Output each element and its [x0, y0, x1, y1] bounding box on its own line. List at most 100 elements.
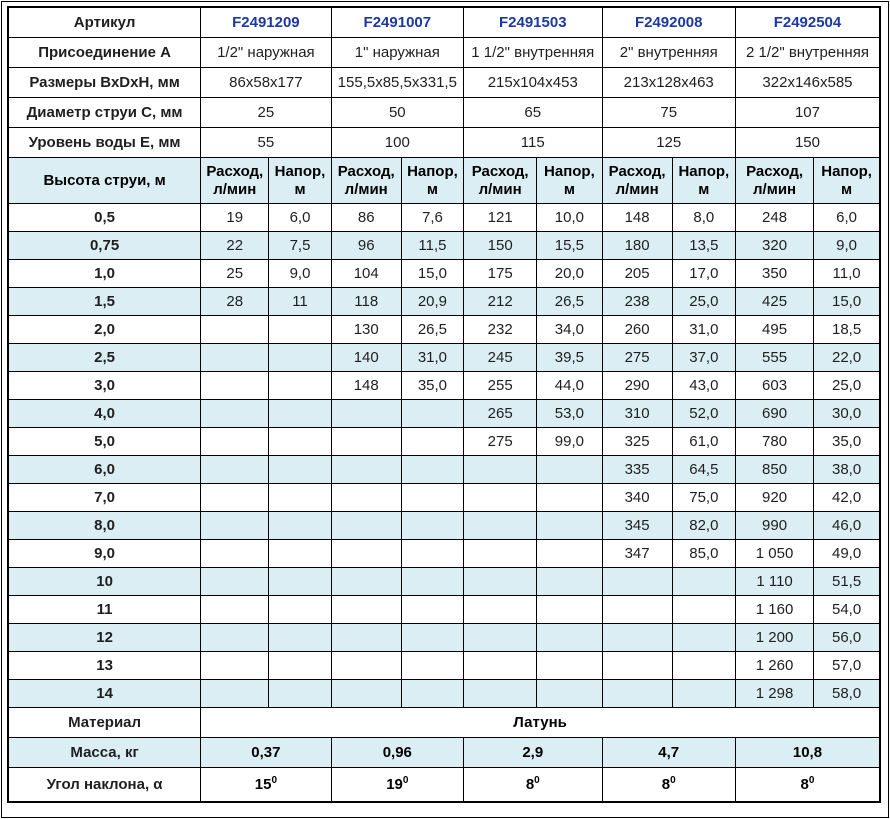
- flow-header: Расход, л/мин: [200, 157, 270, 204]
- flow-header: Расход, л/мин: [330, 157, 402, 204]
- jet-data-cell: 42,0: [813, 483, 881, 512]
- jet-data-cell: [200, 315, 270, 344]
- jet-data-cell: 30,0: [813, 399, 881, 428]
- head-header: Напор, м: [400, 157, 465, 204]
- jet-data-cell: [671, 567, 736, 596]
- jet-data-cell: 11,5: [400, 231, 465, 260]
- jet-data-cell: [200, 399, 270, 428]
- jet-data-cell: 325: [601, 427, 673, 456]
- jet-data-cell: [463, 483, 538, 512]
- jet-data-cell: [268, 539, 332, 568]
- jet-row: 8,0 345 82,0 990 46,0: [7, 511, 881, 540]
- jet-data-cell: [400, 483, 465, 512]
- jet-data-cell: 46,0: [813, 511, 881, 540]
- mass-value: 0,37: [200, 737, 332, 768]
- jet-data-cell: 345: [601, 511, 673, 540]
- jet-data-cell: 425: [734, 287, 815, 316]
- jet-data-cell: 35,0: [400, 371, 465, 400]
- jet-row: 7,0 340 75,0 920 42,0: [7, 483, 881, 512]
- jet-row: 3,0 148 35,0 255 44,0 290 43,0 603 25,0: [7, 371, 881, 400]
- jet-data-cell: 1 160: [734, 595, 815, 624]
- jet-data-cell: [330, 455, 402, 484]
- jet-data-cell: [463, 595, 538, 624]
- jet-data-cell: 205: [601, 259, 673, 288]
- info-value: F2491503: [463, 6, 603, 38]
- angle-number: 8: [525, 776, 535, 793]
- angle-value: 80: [601, 767, 736, 803]
- jet-data-cell: 603: [734, 371, 815, 400]
- jet-height-value: 4,0: [7, 399, 202, 428]
- degree-superscript: 0: [808, 775, 815, 786]
- jet-data-cell: [601, 595, 673, 624]
- info-value: 213х128х463: [601, 67, 736, 98]
- jet-height-value: 11: [7, 595, 202, 624]
- jet-data-cell: 19: [200, 203, 270, 232]
- jet-data-cell: [268, 455, 332, 484]
- jet-data-cell: 61,0: [671, 427, 736, 456]
- jet-data-cell: [200, 679, 270, 708]
- info-value: F2491007: [330, 6, 465, 38]
- jet-data-cell: 10,0: [536, 203, 603, 232]
- info-label: Размеры ВхDхН, мм: [7, 67, 202, 98]
- jet-data-cell: 99,0: [536, 427, 603, 456]
- jet-data-cell: [268, 567, 332, 596]
- info-value: 1/2" наружная: [200, 37, 332, 68]
- jet-data-cell: 335: [601, 455, 673, 484]
- jet-data-cell: [536, 483, 603, 512]
- jet-data-cell: [400, 651, 465, 680]
- material-value: Латунь: [200, 707, 881, 738]
- jet-data-cell: [268, 343, 332, 372]
- jet-data-cell: [601, 567, 673, 596]
- info-label: Диаметр струи С, мм: [7, 97, 202, 128]
- jet-data-cell: [400, 427, 465, 456]
- jet-data-cell: 22,0: [813, 343, 881, 372]
- jet-data-cell: [330, 623, 402, 652]
- jet-data-cell: [268, 595, 332, 624]
- jet-data-cell: [330, 567, 402, 596]
- jet-data-cell: 49,0: [813, 539, 881, 568]
- jet-data-cell: [536, 539, 603, 568]
- jet-data-cell: 25,0: [813, 371, 881, 400]
- info-value: F2492504: [734, 6, 881, 38]
- angle-row: Угол наклона, α 150 190 80 80 80: [7, 767, 881, 803]
- jet-data-cell: [536, 679, 603, 708]
- jet-data-cell: 260: [601, 315, 673, 344]
- jet-data-cell: 28: [200, 287, 270, 316]
- jet-height-value: 7,0: [7, 483, 202, 512]
- jet-data-cell: 64,5: [671, 455, 736, 484]
- jet-data-cell: [330, 595, 402, 624]
- material-label: Материал: [7, 707, 202, 738]
- footer-section: Материал Латунь Масса, кг 0,37 0,96 2,9 …: [7, 707, 881, 803]
- info-value: 65: [463, 97, 603, 128]
- material-row: Материал Латунь: [7, 707, 881, 738]
- jet-data-cell: [330, 651, 402, 680]
- jet-data-cell: 15,0: [400, 259, 465, 288]
- jet-data-cell: 850: [734, 455, 815, 484]
- info-value: 115: [463, 127, 603, 158]
- jet-data-cell: 85,0: [671, 539, 736, 568]
- mass-row: Масса, кг 0,37 0,96 2,9 4,7 10,8: [7, 737, 881, 768]
- jet-height-value: 12: [7, 623, 202, 652]
- jet-data-cell: 555: [734, 343, 815, 372]
- jet-data-cell: 26,5: [400, 315, 465, 344]
- jet-header-row: Высота струи, м Расход, л/мин Напор, м Р…: [7, 157, 881, 204]
- jet-data-cell: 180: [601, 231, 673, 260]
- jet-data-cell: 690: [734, 399, 815, 428]
- jet-data-cell: 25: [200, 259, 270, 288]
- jet-data-cell: [463, 623, 538, 652]
- jet-data-cell: [268, 651, 332, 680]
- jet-data-cell: [200, 427, 270, 456]
- jet-data-cell: 130: [330, 315, 402, 344]
- jet-data-cell: 52,0: [671, 399, 736, 428]
- jet-data-cell: 75,0: [671, 483, 736, 512]
- jet-data-cell: 6,0: [268, 203, 332, 232]
- jet-data-cell: 232: [463, 315, 538, 344]
- jet-data-cell: 34,0: [536, 315, 603, 344]
- jet-data-cell: [200, 343, 270, 372]
- jet-data-cell: 265: [463, 399, 538, 428]
- jet-data-cell: 1 260: [734, 651, 815, 680]
- jet-data-cell: 43,0: [671, 371, 736, 400]
- jet-height-value: 0,75: [7, 231, 202, 260]
- info-value: 2 1/2" внутренняя: [734, 37, 881, 68]
- jet-row: 11 1 160 54,0: [7, 595, 881, 624]
